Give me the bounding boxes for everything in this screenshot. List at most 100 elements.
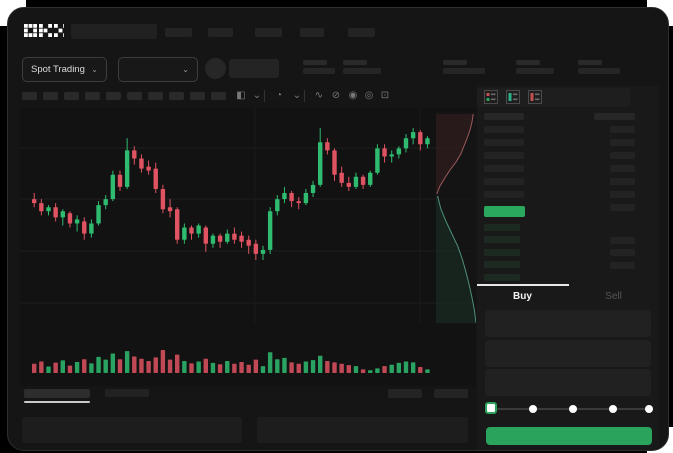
orderbook-header: [477, 88, 630, 107]
pair-icon[interactable]: [205, 58, 226, 79]
stat-value-placeholder: [303, 68, 335, 74]
amount-slider-handle[interactable]: [485, 402, 497, 414]
stat-label-placeholder: [516, 60, 540, 65]
chevron-down-icon[interactable]: ⌄: [292, 90, 302, 101]
interval-button-placeholder[interactable]: [22, 92, 37, 100]
stat-value-placeholder: [443, 68, 485, 74]
stat-value-placeholder: [516, 68, 554, 74]
orderbook-asks-view-icon[interactable]: [528, 90, 542, 104]
orderbook-price-header-placeholder: [484, 113, 524, 120]
slider-stop-dot[interactable]: [609, 405, 617, 413]
interval-button-placeholder[interactable]: [43, 92, 58, 100]
ask-row-placeholder[interactable]: [484, 139, 524, 146]
interval-button-placeholder[interactable]: [148, 92, 163, 100]
indicator-icon[interactable]: ∿: [314, 90, 324, 101]
ticker-stat: [516, 60, 554, 75]
ask-amount-placeholder[interactable]: [610, 165, 635, 172]
bid-amount-placeholder[interactable]: [610, 249, 635, 257]
orders-table-placeholder: [22, 417, 242, 443]
market-type-label: Spot Trading: [31, 64, 85, 75]
ask-amount-placeholder[interactable]: [610, 204, 635, 211]
ask-row-placeholder[interactable]: [484, 126, 524, 133]
fullscreen-icon[interactable]: ⊡: [380, 90, 390, 101]
toolbar-divider: [264, 90, 265, 102]
buy-submit-button[interactable]: [486, 427, 652, 445]
interval-button-placeholder[interactable]: [85, 92, 100, 100]
market-type-dropdown[interactable]: Spot Trading ⌄: [22, 57, 107, 82]
settings-icon[interactable]: ◎: [364, 90, 374, 101]
nav-item-placeholder[interactable]: [165, 28, 192, 37]
ticker-stat: [303, 60, 335, 75]
ask-amount-placeholder[interactable]: [610, 152, 635, 159]
interval-button-placeholder[interactable]: [64, 92, 79, 100]
interval-button-placeholder[interactable]: [106, 92, 121, 100]
snapshot-icon[interactable]: ◉: [348, 90, 358, 101]
line-type-icon[interactable]: ◔: [275, 90, 283, 101]
active-tab-underline: [24, 401, 90, 403]
pair-dropdown[interactable]: ⌄: [118, 57, 198, 82]
orderbook-bids-view-icon[interactable]: [506, 90, 520, 104]
bid-amount-placeholder[interactable]: [610, 237, 635, 244]
candlestick-chart[interactable]: [20, 108, 476, 386]
nav-item-placeholder[interactable]: [255, 28, 282, 37]
app-window: Spot Trading ⌄ ⌄: [7, 7, 669, 451]
stat-value-placeholder: [578, 68, 620, 74]
orderbook-last-price[interactable]: [484, 206, 525, 217]
interval-button-placeholder[interactable]: [127, 92, 142, 100]
toolbar-divider: [304, 90, 305, 102]
chevron-down-icon[interactable]: ⌄: [252, 90, 262, 101]
nav-item-placeholder[interactable]: [208, 28, 233, 37]
chevron-down-icon: ⌄: [91, 64, 98, 74]
ask-row-placeholder[interactable]: [484, 165, 524, 172]
orders-tab[interactable]: [105, 389, 149, 397]
stat-label-placeholder: [443, 60, 467, 65]
ticker-stat: [343, 60, 381, 75]
tab-buy[interactable]: Buy: [513, 291, 532, 302]
stat-label-placeholder: [303, 60, 327, 65]
bid-row-placeholder[interactable]: [484, 236, 520, 244]
active-trade-tab-indicator: [477, 284, 569, 286]
stat-label-placeholder: [578, 60, 602, 65]
bid-amount-placeholder[interactable]: [610, 261, 635, 269]
interval-button-placeholder[interactable]: [169, 92, 184, 100]
bid-row-placeholder[interactable]: [484, 261, 520, 269]
okx-logo[interactable]: [24, 24, 64, 40]
ask-row-placeholder[interactable]: [484, 178, 524, 185]
orderbook-combined-view-icon[interactable]: [484, 90, 498, 104]
bid-row-placeholder[interactable]: [484, 248, 520, 256]
candle-style-icon[interactable]: ◧: [236, 90, 246, 101]
orders-toolbar-block[interactable]: [388, 389, 422, 398]
ask-row-placeholder[interactable]: [484, 191, 524, 198]
ask-amount-placeholder[interactable]: [610, 191, 635, 198]
ask-row-placeholder[interactable]: [484, 152, 524, 159]
price-input-placeholder[interactable]: [485, 310, 651, 337]
orderbook-amount-header-placeholder: [594, 113, 635, 120]
ask-amount-placeholder[interactable]: [610, 126, 635, 133]
bid-row-placeholder[interactable]: [484, 224, 520, 231]
bid-row-placeholder[interactable]: [484, 273, 520, 281]
slider-stop-dot[interactable]: [569, 405, 577, 413]
slider-stop-dot[interactable]: [645, 405, 653, 413]
tab-sell[interactable]: Sell: [605, 291, 622, 302]
orders-toolbar-block[interactable]: [434, 389, 468, 398]
chevron-down-icon: ⌄: [182, 64, 189, 74]
interval-button-placeholder[interactable]: [211, 92, 226, 100]
header-title-placeholder: [71, 24, 157, 39]
nav-item-placeholder[interactable]: [300, 28, 324, 37]
interval-button-placeholder[interactable]: [190, 92, 205, 100]
ask-amount-placeholder[interactable]: [610, 139, 635, 146]
ticker-stat: [443, 60, 485, 75]
orders-table-placeholder: [257, 417, 468, 443]
pair-name-placeholder: [229, 59, 279, 78]
ticker-stat: [578, 60, 620, 75]
orders-tab-active[interactable]: [24, 389, 90, 398]
amount-input-placeholder[interactable]: [485, 340, 651, 367]
ask-amount-placeholder[interactable]: [610, 178, 635, 185]
stat-value-placeholder: [343, 68, 381, 74]
total-input-placeholder[interactable]: [485, 369, 651, 396]
stat-label-placeholder: [343, 60, 367, 65]
compare-icon[interactable]: ⊘: [331, 90, 341, 101]
nav-item-placeholder[interactable]: [348, 28, 375, 37]
slider-stop-dot[interactable]: [529, 405, 537, 413]
